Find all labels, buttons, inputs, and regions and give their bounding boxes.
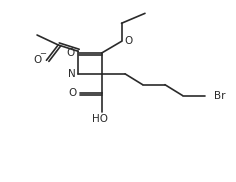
Text: N: N bbox=[68, 69, 76, 79]
Text: Br: Br bbox=[214, 90, 226, 100]
Text: O: O bbox=[34, 55, 42, 65]
Text: O: O bbox=[66, 48, 75, 58]
Text: O: O bbox=[68, 88, 76, 98]
Text: HO: HO bbox=[93, 114, 108, 124]
Text: O: O bbox=[124, 36, 133, 46]
Text: −: − bbox=[39, 49, 46, 58]
